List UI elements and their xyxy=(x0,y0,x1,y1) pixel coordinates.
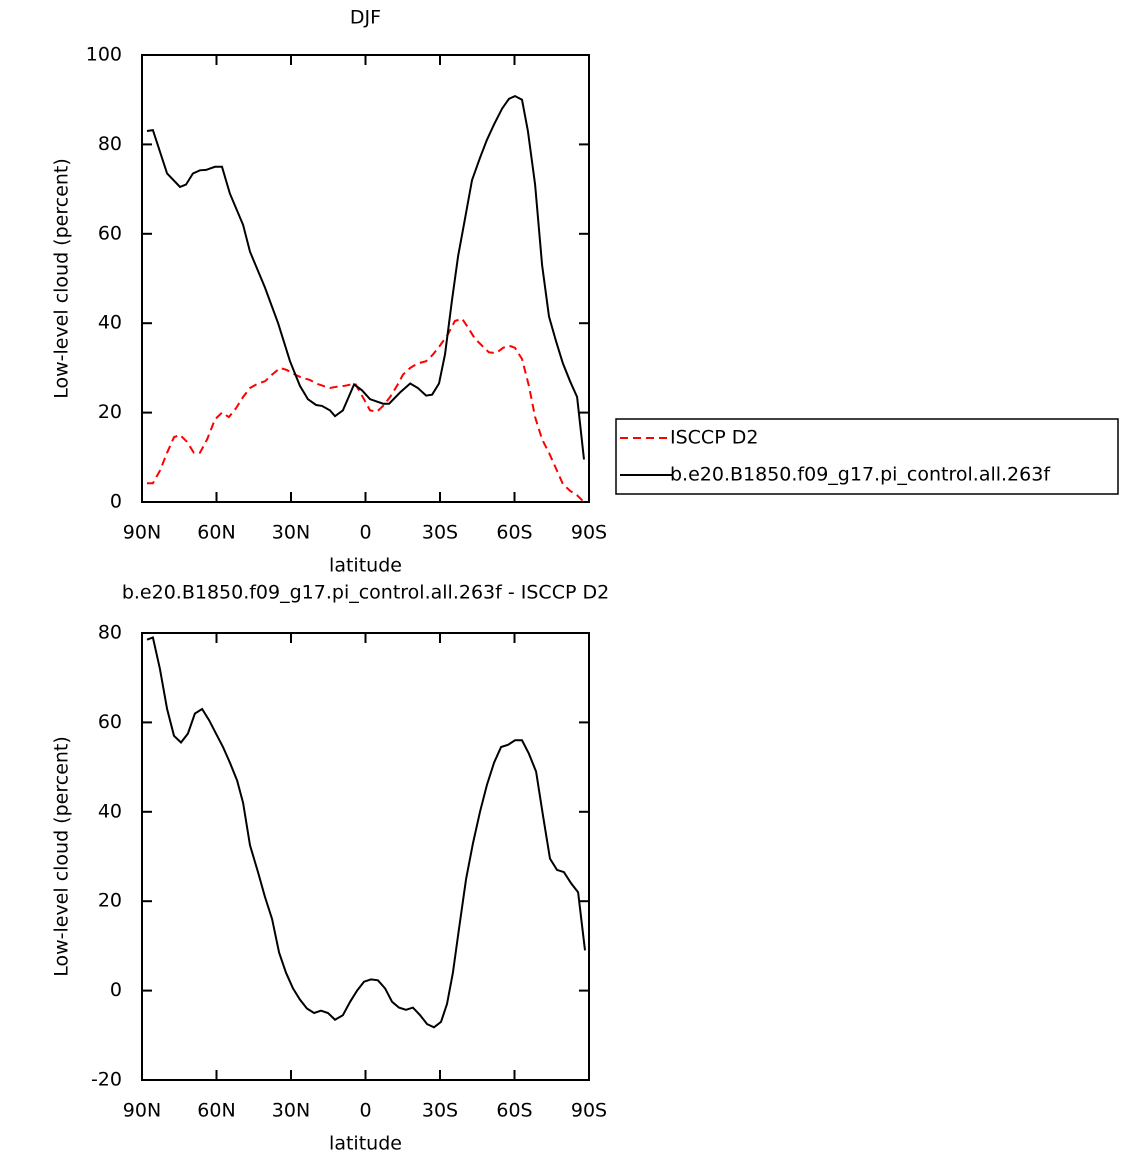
plot-frame xyxy=(141,54,590,503)
y-tick-label: 0 xyxy=(110,491,122,513)
series-line xyxy=(146,636,586,1029)
y-tick-label: 80 xyxy=(98,133,122,155)
x-tick-label: 90N xyxy=(123,522,161,544)
x-tick-label: 30N xyxy=(272,522,310,544)
x-tick-label: 30S xyxy=(422,522,458,544)
legend-box xyxy=(615,418,1119,495)
x-axis-label: latitude xyxy=(329,1133,402,1155)
x-tick-label: 30N xyxy=(272,1100,310,1122)
y-tick-label: 40 xyxy=(98,800,122,822)
chart-title: b.e20.B1850.f09_g17.pi_control.all.263f … xyxy=(122,582,609,604)
y-axis-label: Low-level cloud (percent) xyxy=(51,158,73,399)
x-axis-label: latitude xyxy=(329,555,402,577)
x-tick-label: 90S xyxy=(571,522,607,544)
series-line xyxy=(147,317,585,503)
plot-frame xyxy=(141,632,590,1081)
x-tick-label: 90S xyxy=(571,1100,607,1122)
y-tick-label: 20 xyxy=(98,890,122,912)
x-tick-label: 90N xyxy=(123,1100,161,1122)
y-tick-label: 80 xyxy=(98,622,122,644)
legend-label: b.e20.B1850.f09_g17.pi_control.all.263f xyxy=(670,464,1051,486)
series-line xyxy=(146,94,585,460)
y-tick-label: 40 xyxy=(98,312,122,334)
x-tick-label: 60S xyxy=(496,522,532,544)
x-tick-label: 0 xyxy=(359,1100,371,1122)
x-tick-label: 60S xyxy=(496,1100,532,1122)
x-tick-label: 30S xyxy=(422,1100,458,1122)
y-tick-label: 60 xyxy=(98,711,122,733)
y-tick-label: 20 xyxy=(98,401,122,423)
y-tick-label: 100 xyxy=(86,44,122,66)
x-tick-label: 0 xyxy=(359,522,371,544)
x-tick-label: 60N xyxy=(197,1100,235,1122)
y-tick-label: -20 xyxy=(91,1069,122,1091)
legend-label: ISCCP D2 xyxy=(670,427,758,449)
y-tick-label: 0 xyxy=(110,979,122,1001)
y-tick-label: 60 xyxy=(98,222,122,244)
chart-title: DJF xyxy=(350,7,381,29)
y-axis-label: Low-level cloud (percent) xyxy=(51,736,73,977)
x-tick-label: 60N xyxy=(197,522,235,544)
